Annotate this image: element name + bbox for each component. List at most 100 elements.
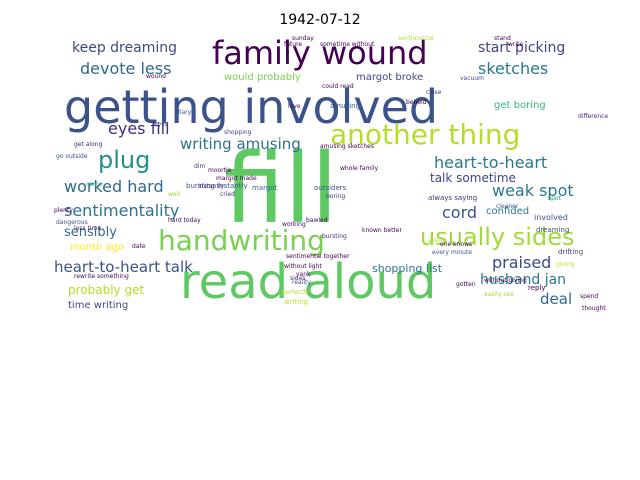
cloud-word: whole family <box>340 165 379 172</box>
cloud-word: weak spot <box>492 181 574 200</box>
cloud-word: spend <box>580 293 598 300</box>
cloud-word: wound <box>146 73 166 80</box>
cloud-word: one knows <box>440 241 472 248</box>
cloud-word: less time <box>74 225 101 232</box>
cloud-word: eyes <box>154 121 168 128</box>
cloud-word: could read <box>322 83 354 90</box>
cloud-word: rewrite something <box>74 273 129 280</box>
cloud-word: month ago <box>70 242 124 253</box>
cloud-word: without giving <box>484 277 527 284</box>
cloud-word: amusing sketches <box>320 143 374 150</box>
cloud-word: working <box>282 221 306 228</box>
cloud-word: margot broke <box>356 72 423 83</box>
cloud-word: beheld <box>406 99 427 106</box>
cloud-word: get along <box>74 141 103 148</box>
cloud-word: probably get <box>68 283 144 297</box>
cloud-word: sometime without <box>320 41 375 48</box>
cloud-word: yank <box>296 271 311 278</box>
cloud-word: margot <box>252 184 278 192</box>
cloud-word: sentimentality <box>64 201 179 220</box>
cloud-word: giving <box>556 261 574 268</box>
cloud-word: eyes fill <box>108 119 170 138</box>
cloud-word: time writing <box>68 300 128 311</box>
cloud-word: love <box>288 103 301 110</box>
cloud-word: always saying <box>428 194 477 202</box>
cloud-word: heart-to-heart talk <box>54 258 193 276</box>
cloud-word: another thing <box>330 118 520 151</box>
cloud-word: boring <box>326 193 345 200</box>
cloud-word: known better <box>362 227 402 234</box>
cloud-word: confided <box>486 206 529 217</box>
cloud-word: amusing <box>330 102 360 110</box>
cloud-word: get boring <box>494 100 546 111</box>
cloud-word: stand <box>494 35 511 42</box>
cloud-word: bursting instantly <box>186 182 248 190</box>
cloud-word: fill <box>224 133 338 245</box>
cloud-word: sides <box>290 275 305 282</box>
cloud-word: plenty <box>54 207 73 214</box>
cloud-word: cried <box>220 191 235 198</box>
cloud-word: start picking <box>478 40 565 56</box>
cloud-word: sensibly <box>64 225 117 240</box>
cloud-word: devote less <box>80 59 171 78</box>
cloud-word: shopping list <box>372 262 443 275</box>
cloud-word: aloud <box>428 237 445 244</box>
cloud-word: vacuum <box>460 75 484 82</box>
cloud-word: cleaner <box>496 203 519 210</box>
cloud-word: read aloud <box>180 254 436 310</box>
cloud-word: bawled <box>306 217 328 224</box>
cloud-word: without light <box>284 263 322 270</box>
cloud-word: date <box>132 243 146 250</box>
cloud-word: sunday <box>292 35 314 42</box>
cloud-word: perfectly <box>282 289 309 296</box>
cloud-word: diary <box>176 109 192 116</box>
cloud-word: sentimental <box>398 35 434 42</box>
cloud-word: future <box>284 41 302 48</box>
cloud-word: dim <box>194 163 205 170</box>
cloud-word: sketches <box>478 59 548 78</box>
cloud-word: spot <box>548 195 562 202</box>
cloud-word: writing amusing <box>180 135 301 153</box>
cloud-word: come <box>86 181 103 188</box>
cloud-title: 1942-07-12 <box>279 12 361 28</box>
cloud-word: bursting <box>322 233 347 240</box>
cloud-word: hard today <box>168 217 201 224</box>
cloud-word: family wound <box>212 34 428 72</box>
cloud-word: close <box>426 89 442 96</box>
cloud-word: moortje <box>208 167 232 174</box>
cloud-word: talk sometime <box>430 171 516 185</box>
cloud-word: every minute <box>432 249 472 256</box>
cloud-word: dreaming <box>536 226 569 234</box>
cloud-word: plug <box>98 146 150 174</box>
cloud-word: sentimental together <box>286 253 350 260</box>
cloud-word: getting involved <box>64 80 438 134</box>
cloud-word: reality <box>292 279 311 286</box>
cloud-word: go outside <box>56 153 88 160</box>
cloud-word: difference <box>578 113 608 120</box>
cloud-word: outsiders <box>314 184 347 192</box>
cloud-word: husband jan <box>480 272 566 288</box>
cloud-word: heart-to-heart <box>434 153 547 172</box>
cloud-word: writing <box>284 298 308 306</box>
cloud-word: gotten <box>456 281 476 288</box>
cloud-word: dangerous <box>56 219 88 226</box>
cloud-word: would probably <box>224 72 301 83</box>
cloud-word: instantly <box>198 183 224 190</box>
cloud-word: handwriting <box>158 224 325 257</box>
cloud-word: usually sides <box>420 223 574 251</box>
cloud-word: write <box>508 41 523 48</box>
cloud-word: cord <box>442 203 477 222</box>
cloud-word: keep dreaming <box>72 40 177 56</box>
cloud-word: worked hard <box>64 177 164 196</box>
cloud-word: reply <box>528 284 546 292</box>
cloud-word: easily see <box>484 291 514 298</box>
cloud-word: praised <box>492 253 551 272</box>
cloud-word: shopping <box>224 129 252 136</box>
cloud-word: well <box>168 191 180 198</box>
cloud-word: drifting <box>558 248 583 256</box>
cloud-word: involved <box>534 213 568 222</box>
cloud-word: deal <box>540 290 572 308</box>
cloud-word: thought <box>582 305 606 312</box>
cloud-word: margot made <box>216 175 257 182</box>
